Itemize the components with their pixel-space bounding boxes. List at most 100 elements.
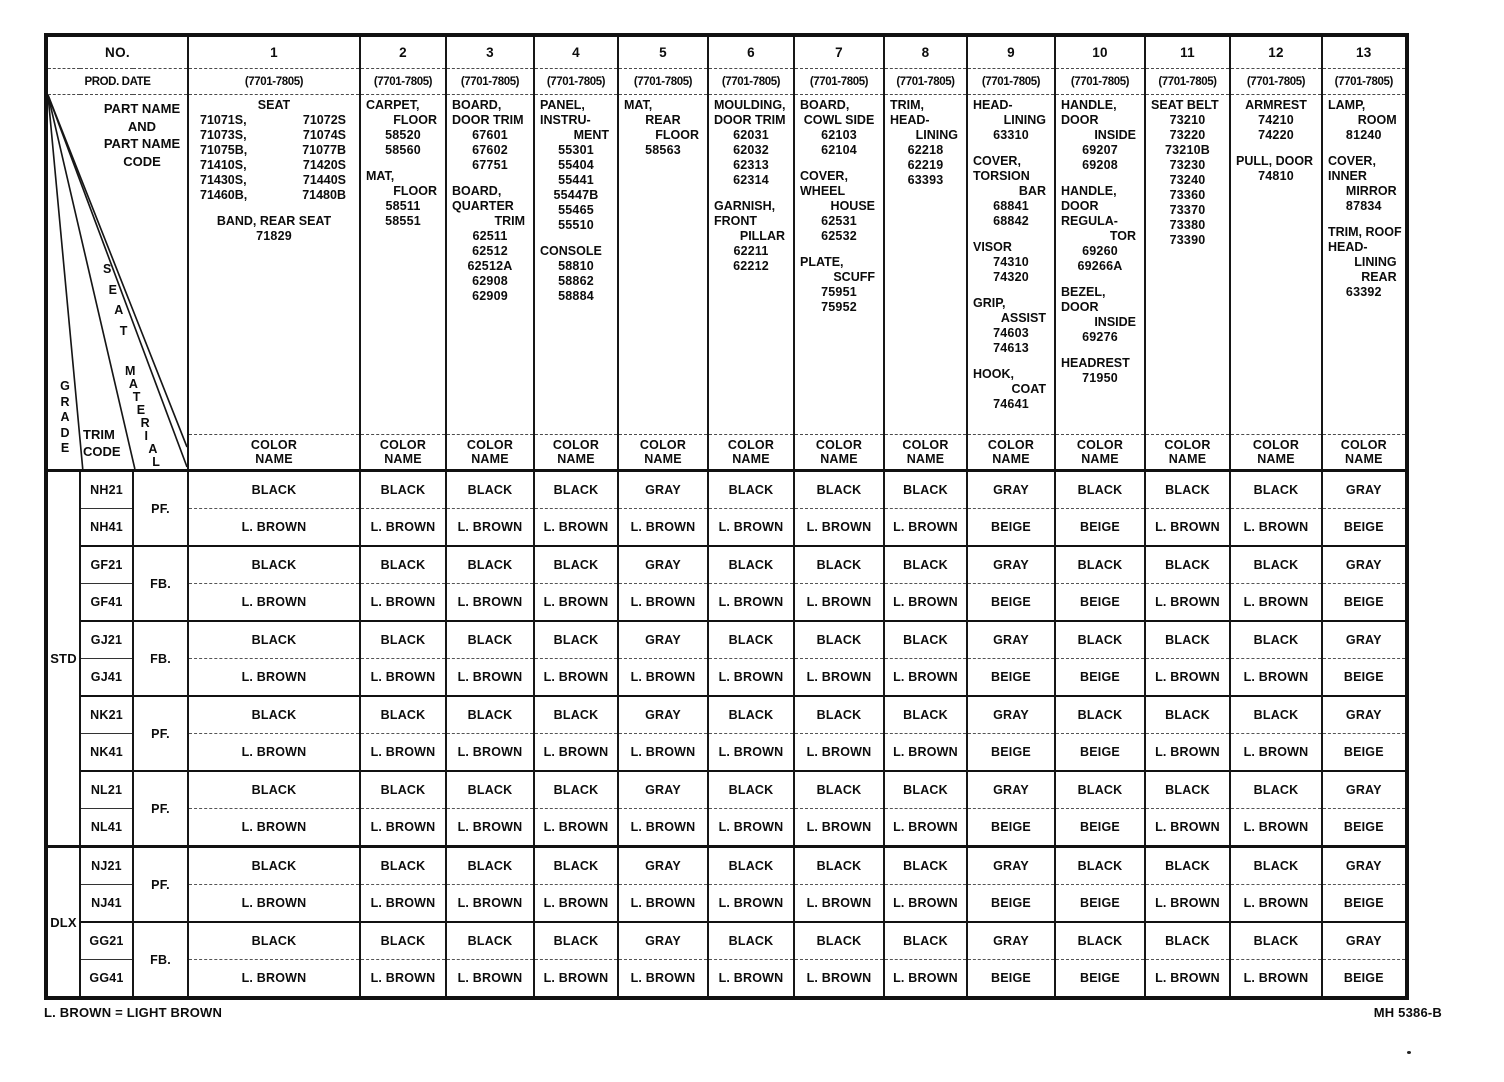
part-line: 75952 [821,300,857,314]
part-line: HOUSE [830,199,875,213]
column-number: 8 [883,35,968,69]
color-cell: BLACK [533,469,619,509]
color-cell: BLACK [793,695,885,734]
part-code-pair: 71460B, 71480B [192,188,356,203]
color-cell: BLACK [1054,469,1146,509]
color-cell: BEIGE [966,959,1056,998]
color-name-line: NAME [1257,452,1295,466]
color-cell: L. BROWN [883,508,968,546]
color-cell: BLACK [707,845,795,885]
color-cell: L. BROWN [1144,959,1231,998]
color-cell: BEIGE [1321,658,1408,696]
prod-date-cell: (7701-7805) [445,68,535,95]
column-number: 2 [359,35,447,69]
color-cell: BLACK [533,770,619,809]
color-cell: GRAY [1321,770,1408,809]
color-cell: BLACK [883,695,968,734]
color-cell: L. BROWN [445,508,535,546]
color-cell: BLACK [187,695,361,734]
color-cell: L. BROWN [883,658,968,696]
color-name-line: COLOR [1164,438,1211,452]
part-line: 69266A [1077,259,1123,273]
trim-code-cell: GJ21 [79,620,134,659]
color-cell: BLACK [1144,695,1231,734]
part-line: 73380 [1169,218,1206,232]
part-line: PLATE, [800,255,844,269]
color-name-header: COLOR NAME [1321,434,1408,472]
trim-row: NL41 L. BROWN L. BROWN L. BROWN L. BROWN L. B… [46,808,1408,847]
part-line: 73210B [1165,143,1210,157]
seat-material-axis-letter: A [114,303,124,317]
color-cell: BLACK [883,545,968,584]
part-line: 55447B [553,188,599,202]
part-line: 62103 [821,128,857,142]
part-line: 58810 [558,259,594,273]
trim-code-axis-label: TRIM CODE [83,427,121,459]
no-header-label: NO. [45,35,189,69]
color-cell: BLACK [1054,545,1146,584]
color-cell: BLACK [1229,845,1323,885]
color-cell: BEIGE [1321,884,1408,922]
color-cell: BLACK [793,545,885,584]
part-line: TOR [1109,229,1136,243]
part-column-5: MAT, REAR FLOOR 58563 [617,94,709,435]
part-line: 71950 [1082,371,1118,385]
color-cell: BLACK [1144,545,1231,584]
color-cell: BLACK [445,695,535,734]
part-line: FLOOR [393,113,437,127]
color-cell: L. BROWN [617,658,709,696]
color-name-header: COLOR NAME [187,434,361,472]
part-line: HEADREST [1061,356,1130,370]
color-name-line: NAME [820,452,858,466]
part-code: 71073S, [200,128,247,142]
color-cell: BLACK [883,620,968,659]
trim-row: GJ41 L. BROWN L. BROWN L. BROWN L. BROWN L. B… [46,658,1408,696]
part-spacer [364,158,442,169]
part-spacer [1326,214,1402,225]
part-line: HOOK, [973,367,1014,381]
part-line: BOARD, [452,98,502,112]
color-cell: L. BROWN [793,658,885,696]
color-cell: BLACK [533,545,619,584]
part-line: BOARD, [452,184,502,198]
part-line: 55441 [558,173,594,187]
part-line: 55301 [558,143,594,157]
part-spacer [450,173,530,184]
color-cell: L. BROWN [1229,583,1323,621]
trim-color-table: NO. 1 2 3 4 5 6 7 8 9 10 11 12 13 PROD. DATE (7701-7805… [44,33,1409,1000]
part-line: 71829 [256,229,292,243]
column-number: 7 [793,35,885,69]
color-cell: L. BROWN [707,959,795,998]
color-name-line: COLOR [1252,438,1300,452]
prod-date-cell: (7701-7805) [533,68,619,95]
part-column-7: BOARD, COWL SIDE 62103 62104 COVER, WHEEL HOUS… [793,94,885,435]
color-name-line: NAME [384,452,422,466]
color-cell: BLACK [1229,620,1323,659]
footer: L. BROWN = LIGHT BROWN MH 5386-B [44,1005,1442,1020]
color-cell: GRAY [1321,921,1408,960]
color-name-header: COLOR NAME [966,434,1056,472]
trim-code-cell: NL41 [79,808,134,847]
part-line: 73370 [1169,203,1206,217]
column-number: 10 [1054,35,1146,69]
color-cell: BLACK [1229,921,1323,960]
part-spacer [538,233,614,244]
seat-material-axis-letter: A [128,377,138,391]
part-line: BOARD, [800,98,850,112]
part-line: 62031 [733,128,769,142]
color-cell: BLACK [445,469,535,509]
trim-code-cell: GG21 [79,921,134,960]
column-number: 5 [617,35,709,69]
part-line: PANEL, [540,98,585,112]
diagonal-header-cell: PART NAME AND PART NAME CODE G R A D E TRI… [45,94,189,472]
color-cell: BLACK [1054,921,1146,960]
part-line: ARMREST [1245,98,1307,112]
part-code: 71075B, [200,143,248,157]
part-line: 69208 [1082,158,1118,172]
color-cell: BEIGE [1321,959,1408,998]
color-cell: L. BROWN [359,508,447,546]
part-line: TRIM [494,214,525,228]
color-cell: BEIGE [966,583,1056,621]
part-column-11: SEAT BELT 73210 73220 73210B 73230 73240 73360… [1144,94,1231,435]
part-code-pair: 71410S, 71420S [192,158,356,173]
